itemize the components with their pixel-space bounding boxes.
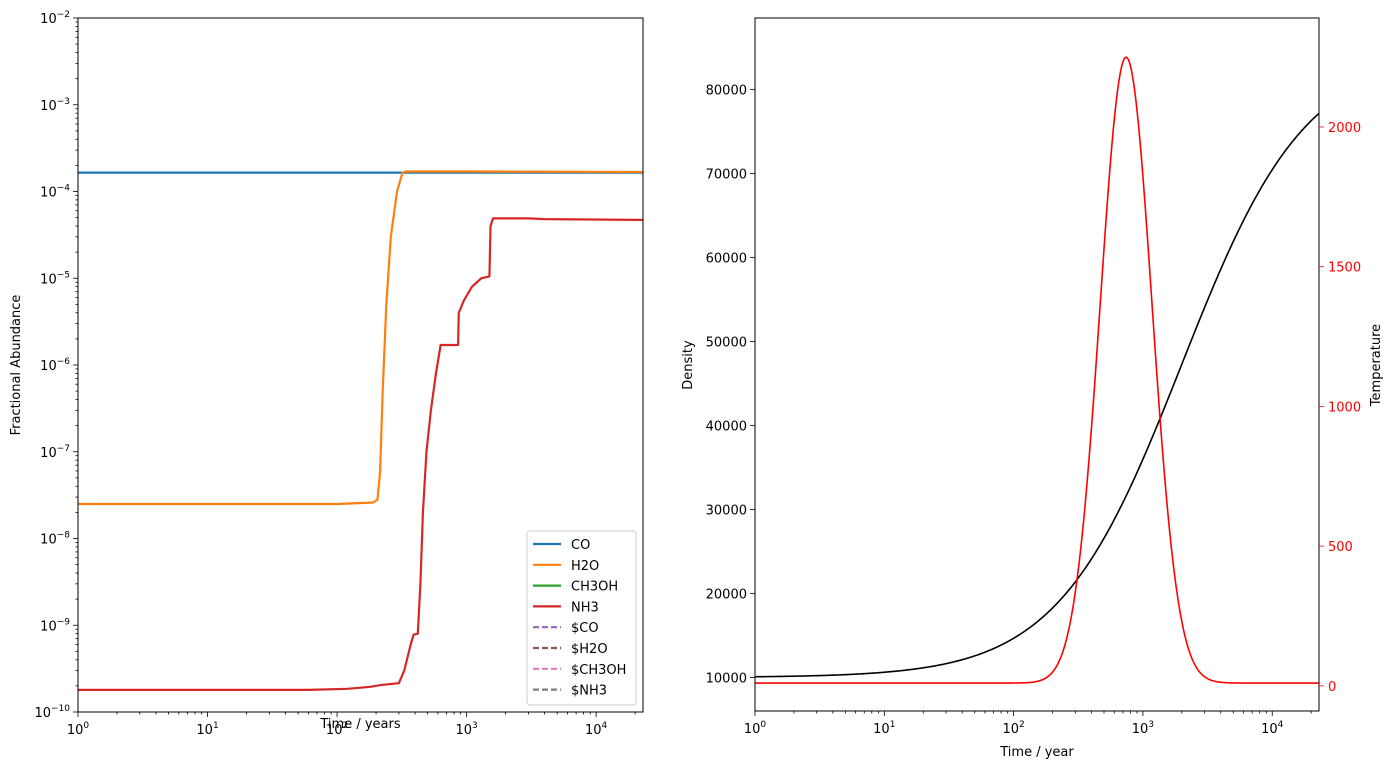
legend-label: NH3	[571, 600, 599, 615]
y-tick-label: 10−2	[40, 10, 70, 27]
series-line-h2o	[78, 170, 643, 506]
legend-label: CO	[571, 538, 590, 553]
y-tick-label: 10−10	[34, 704, 70, 721]
density-xlabel: Time / year	[999, 745, 1074, 760]
density-tick-label: 50000	[706, 335, 747, 350]
y-tick-label: 10−4	[40, 184, 70, 201]
x-tick-label: 102	[1002, 720, 1024, 737]
density-tick-label: 30000	[706, 503, 747, 518]
density-tick-label: 40000	[706, 419, 747, 434]
abundance-legend: CO H2O CH3OH NH3 $CO $H2O $CH3OH $NH3	[526, 530, 637, 706]
density-tick-label: 10000	[706, 671, 747, 686]
temperature-tick-label: 1000	[1328, 400, 1361, 415]
legend-label: $NH3	[571, 684, 607, 699]
x-tick-label: 101	[196, 721, 218, 738]
density-temperature-plot: 100 101 102 103 1041000020000300004000050000…	[681, 17, 1384, 760]
x-tick-label: 100	[744, 720, 767, 737]
legend-box	[526, 530, 637, 706]
y-tick-label: 10−6	[40, 357, 70, 374]
y-tick-label: 10−8	[40, 531, 70, 548]
abundance-plot: 100 101 102 103 104 10−10 10−9 10−8 10−7 10−6 10−5…	[9, 10, 644, 738]
density-temperature-lines	[755, 56, 1319, 684]
x-tick-label: 103	[455, 721, 477, 738]
abundance-axes: 100 101 102 103 104 10−10 10−9 10−8 10−7 10−6 10−5…	[34, 10, 644, 738]
plot-frame	[754, 17, 1320, 712]
temperature-tick-label: 1500	[1328, 261, 1361, 276]
legend-label: H2O	[571, 559, 599, 574]
temperature-line	[755, 56, 1319, 684]
x-tick-label: 104	[585, 721, 608, 738]
density-temperature-axes: 100 101 102 103 1041000020000300004000050000…	[706, 17, 1361, 737]
density-tick-label: 80000	[706, 83, 747, 98]
density-tick-label: 70000	[706, 167, 747, 182]
x-tick-label: 100	[67, 721, 90, 738]
abundance-xlabel: Time / years	[319, 717, 400, 732]
x-tick-label: 101	[873, 720, 895, 737]
density-tick-label: 60000	[706, 251, 747, 266]
legend-label: $CH3OH	[571, 663, 626, 678]
density-ylabel: Density	[681, 340, 696, 390]
y-tick-label: 10−9	[40, 617, 70, 634]
x-tick-label: 103	[1132, 720, 1154, 737]
abundance-ylabel: Fractional Abundance	[9, 295, 24, 436]
temperature-ylabel: Temperature	[1369, 324, 1384, 407]
legend-label: CH3OH	[571, 580, 618, 595]
series-line-nh3	[78, 217, 643, 691]
temperature-tick-label: 2000	[1328, 121, 1361, 136]
temperature-tick-label: 500	[1328, 540, 1353, 555]
legend-label: $CO	[571, 621, 599, 636]
density-line	[755, 112, 1319, 678]
density-tick-label: 20000	[706, 587, 747, 602]
x-tick-label: 104	[1261, 720, 1284, 737]
legend-label: $H2O	[571, 642, 608, 657]
x-tick-label: 102	[326, 721, 348, 738]
y-tick-label: 10−7	[40, 444, 70, 461]
y-tick-label: 10−3	[40, 97, 70, 114]
y-tick-label: 10−5	[40, 270, 70, 287]
temperature-tick-label: 0	[1328, 680, 1336, 695]
abundance-series-lines	[78, 170, 643, 691]
